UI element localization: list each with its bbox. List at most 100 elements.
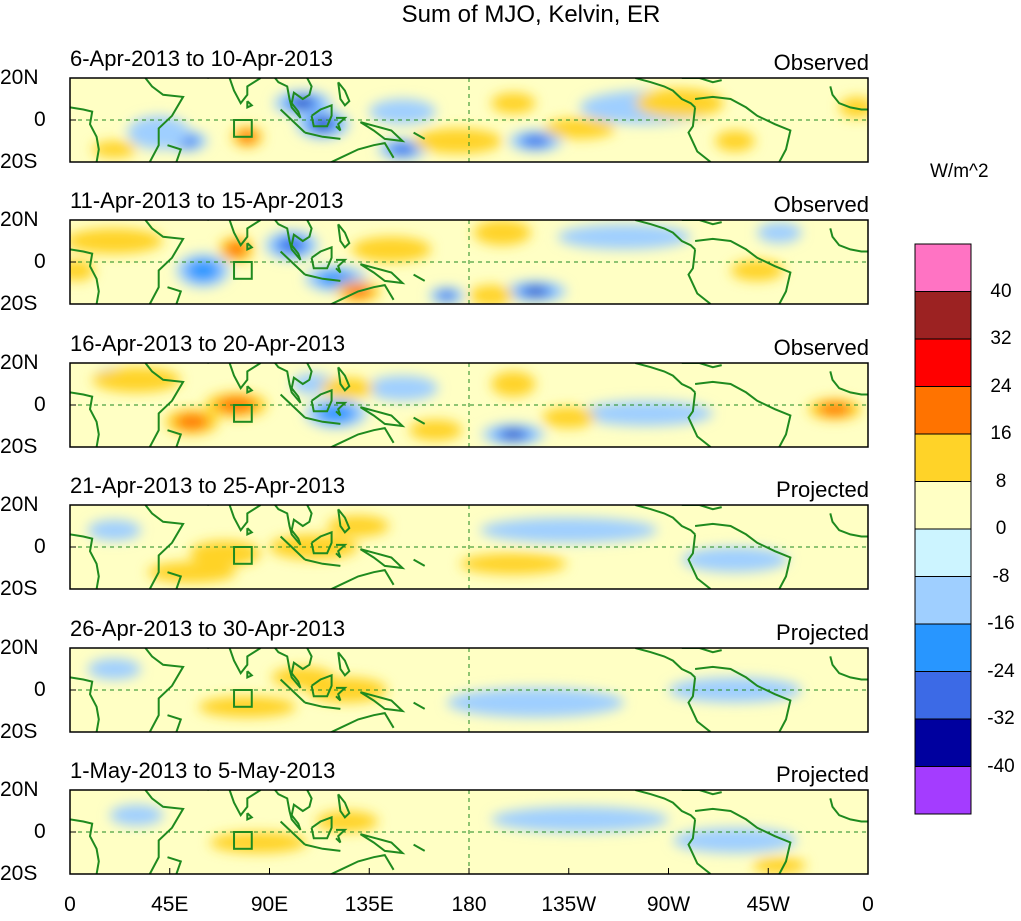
coastline (687, 534, 712, 589)
colorbar-tick-label: 40 (990, 280, 1012, 302)
lon-ticks (69, 868, 869, 874)
anomaly-contour (480, 517, 658, 543)
coastline (167, 571, 183, 589)
coastline (359, 691, 406, 713)
reference-box (233, 831, 253, 850)
coastline (304, 701, 341, 710)
coastline (310, 815, 333, 840)
reference-box (233, 404, 253, 423)
coastline (359, 548, 406, 570)
coastline (687, 249, 712, 304)
map-panel-4 (69, 504, 869, 590)
coastline (681, 505, 722, 511)
lon-tick-label: 90E (250, 893, 289, 916)
anomaly-contour (546, 408, 591, 427)
panel-date-range: 21-Apr-2013 to 25-Apr-2013 (70, 473, 346, 498)
colorbar-swatch (914, 291, 972, 340)
coastline (413, 416, 426, 425)
coastline (273, 505, 313, 546)
coastline (681, 648, 722, 654)
lon-tick-label: 180 (451, 893, 487, 916)
coastline (635, 78, 696, 109)
coastline (310, 673, 333, 698)
coastline (694, 522, 792, 589)
coastline (681, 790, 722, 796)
colorbar-swatch (914, 623, 972, 672)
colorbar-swatch (914, 243, 972, 292)
panel-date-range: 1-May-2013 to 5-May-2013 (70, 758, 336, 783)
coastline (144, 220, 185, 304)
panel-status-label: Observed (773, 192, 869, 217)
anomaly-contour (735, 261, 779, 280)
coastline (829, 513, 868, 538)
anomaly-contour (472, 286, 510, 304)
coastline (304, 558, 341, 567)
map-panel-6 (69, 789, 869, 875)
lat-tick-label: 0 (34, 678, 46, 701)
anomaly-contour (681, 547, 789, 573)
panel-date-range: 16-Apr-2013 to 20-Apr-2013 (70, 331, 346, 356)
coastline (70, 676, 100, 732)
map-panel-5 (69, 647, 869, 733)
reference-box (233, 689, 253, 708)
coastline (335, 828, 348, 844)
anomaly-contour (271, 666, 334, 688)
coastline (337, 793, 351, 819)
anomaly-contour (579, 400, 713, 426)
anomaly-contour (74, 230, 155, 252)
anomaly-contour (375, 101, 430, 122)
colorbar-tick-label: 16 (990, 423, 1012, 444)
coastline (304, 843, 341, 852)
panel-status-label: Projected (776, 620, 869, 645)
panel-status-label: Projected (776, 762, 869, 787)
lat-tick-label: 20N (0, 351, 39, 374)
coastline (681, 363, 722, 369)
lat-tick-label: 20N (0, 66, 39, 89)
panels-layer (69, 77, 869, 875)
coastline (167, 429, 183, 447)
anomaly-contour (504, 431, 523, 438)
coastline (694, 665, 792, 732)
lat-tick-label: 0 (34, 250, 46, 273)
lat-tick-label: 0 (34, 535, 46, 558)
panel-date-range: 11-Apr-2013 to 15-Apr-2013 (70, 188, 344, 213)
coastline (207, 78, 262, 106)
anomaly-contour (817, 402, 852, 416)
anomaly-contour (438, 291, 455, 300)
anomaly-contour (526, 288, 545, 295)
anomaly-contour (446, 687, 625, 718)
panel-status-label: Observed (773, 50, 869, 75)
coastline (635, 505, 696, 536)
coastline (359, 263, 406, 285)
coastline (279, 535, 306, 561)
coastline (329, 426, 395, 447)
coastline (310, 530, 333, 555)
coastline (207, 220, 262, 248)
anomaly-contour (294, 99, 311, 107)
coastline (829, 86, 868, 111)
lon-tick-label: 0 (862, 893, 874, 916)
panel-status-label: Projected (776, 477, 869, 502)
coastline (359, 121, 406, 143)
anomaly-contour (92, 367, 181, 393)
coastline (144, 363, 185, 447)
coastline (279, 393, 306, 419)
panel-status-label: Observed (773, 335, 869, 360)
lat-tick-label: 0 (34, 820, 46, 843)
coastline (329, 853, 395, 874)
anomaly-contour (96, 142, 133, 157)
panel-date-range: 6-Apr-2013 to 10-Apr-2013 (70, 46, 333, 71)
coastline (413, 843, 426, 852)
lat-tick-label: 20S (0, 292, 38, 315)
coastline (687, 677, 712, 732)
colorbar-swatch (914, 766, 972, 815)
coastline (279, 678, 306, 704)
coastline (144, 790, 185, 874)
lon-tick-label: 135E (344, 893, 394, 916)
lat-tick-label: 20S (0, 577, 38, 600)
coastline (694, 380, 792, 447)
panel-date-range: 26-Apr-2013 to 30-Apr-2013 (70, 616, 346, 641)
coastline (329, 711, 395, 732)
anomaly-contour (752, 857, 806, 874)
map-panel-3 (69, 362, 869, 448)
